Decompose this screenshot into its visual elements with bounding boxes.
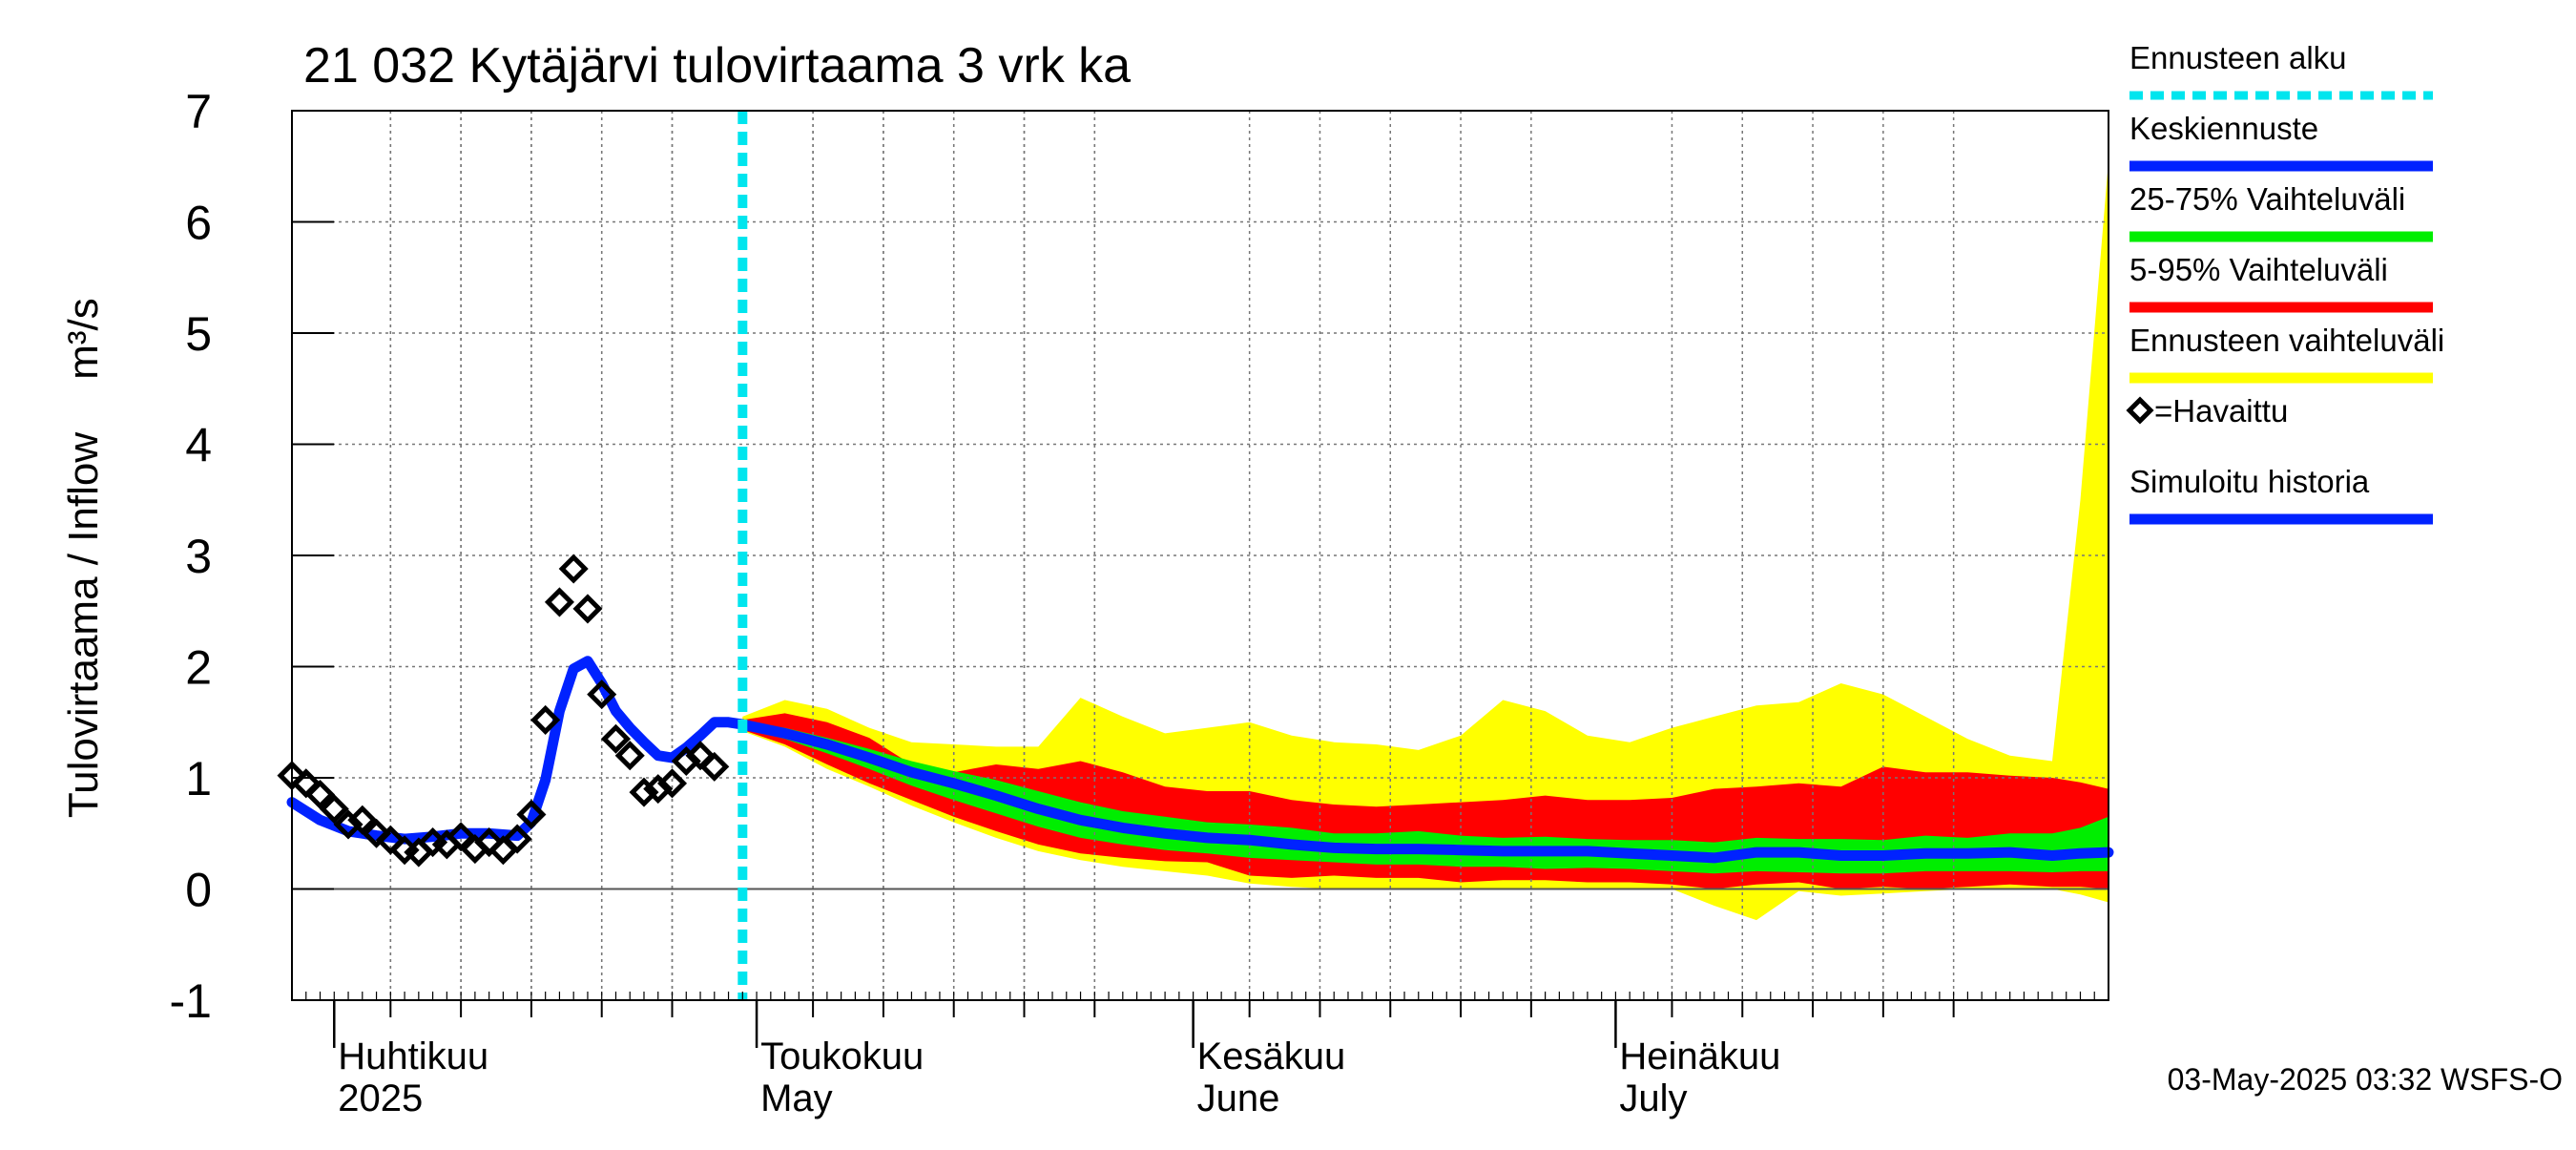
observed-point [304, 779, 336, 810]
observed-point [375, 825, 405, 855]
y-tick-label: 5 [185, 307, 212, 361]
legend-label: Keskiennuste [2129, 111, 2318, 146]
observed-point [656, 768, 688, 799]
legend-swatch [2126, 396, 2154, 425]
observed-point [362, 818, 392, 848]
y-axis-label: Tulovirtaama / Inflow [60, 432, 107, 819]
y-tick-label: -1 [170, 974, 212, 1028]
y-tick-label: 1 [185, 752, 212, 805]
legend-label: 5-95% Vaihteluväli [2129, 252, 2388, 287]
observed-point [600, 723, 632, 754]
legend-label: Ennusteen vaihteluväli [2129, 323, 2444, 358]
p25-75-band [742, 721, 2109, 874]
x-month-label: Toukokuu [760, 1035, 924, 1077]
forecast-bands [742, 160, 2109, 921]
observed-point [629, 777, 659, 807]
y-tick-label: 0 [185, 864, 212, 917]
chart-title: 21 032 Kytäjärvi tulovirtaama 3 vrk ka [303, 38, 1131, 94]
observed-point [333, 809, 364, 840]
y-tick-label: 3 [185, 530, 212, 583]
observed-point [572, 594, 603, 624]
observed-point [558, 554, 589, 584]
legend-label: Ennusteen alku [2129, 40, 2347, 75]
y-tick-label: 4 [185, 419, 212, 472]
observed-point [516, 799, 547, 829]
median-forecast-line [737, 719, 2114, 864]
legend-label: 25-75% Vaihteluväli [2129, 181, 2405, 217]
y-axis: -1 0 1 2 3 4 5 6 7 [170, 85, 334, 1028]
x-month-label-en: July [1619, 1077, 1687, 1119]
y-tick-label: 6 [185, 197, 212, 250]
timestamp: 03-May-2025 03:32 WSFS-O [2168, 1062, 2563, 1097]
legend-label: =Havaittu [2154, 393, 2288, 429]
observed-point [347, 805, 378, 835]
observed-markers [277, 554, 730, 868]
x-month-label-en: 2025 [338, 1077, 423, 1119]
observed-point [502, 824, 532, 854]
y-axis-unit: m³/s [60, 298, 107, 380]
x-month-label-en: June [1197, 1077, 1280, 1119]
observed-point [446, 822, 476, 852]
observed-point [319, 794, 349, 825]
y-tick-label: 7 [185, 85, 212, 138]
gridlines [292, 111, 2109, 1000]
observed-point [544, 587, 574, 617]
x-month-label-en: May [760, 1077, 833, 1119]
observed-point [614, 741, 645, 771]
legend-label: Simuloitu historia [2129, 464, 2370, 499]
observed-point [699, 751, 730, 782]
observed-point [474, 827, 505, 858]
legend: Ennusteen alku Keskiennuste 25-75% Vaihtel… [2126, 40, 2444, 525]
x-month-label: Kesäkuu [1197, 1035, 1346, 1077]
x-month-label: Huhtikuu [338, 1035, 488, 1077]
observed-point [530, 704, 561, 735]
forecast-range-band [742, 160, 2109, 921]
x-month-label: Heinäkuu [1619, 1035, 1780, 1077]
observed-point [587, 680, 617, 710]
y-tick-label: 2 [185, 641, 212, 695]
